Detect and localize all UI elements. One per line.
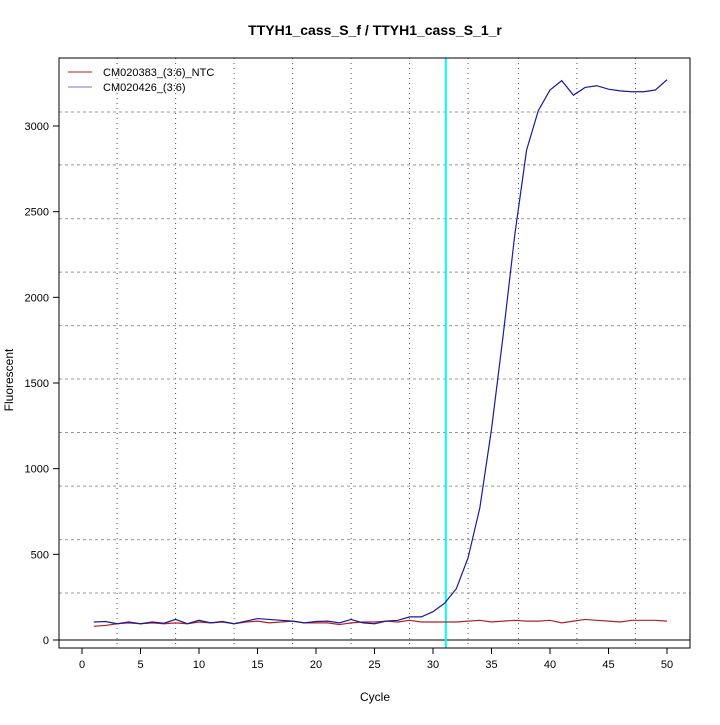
y-tick-label: 2000 [25, 292, 49, 304]
legend: CM020383_(3:6)_NTC CM020426_(3:6) [68, 67, 214, 94]
x-tick-label: 10 [193, 659, 205, 671]
y-tick-label: 3000 [25, 121, 49, 133]
x-tick-label: 5 [137, 659, 143, 671]
plot-frame [58, 57, 691, 649]
x-tick-label: 20 [310, 659, 322, 671]
y-tick-label: 500 [31, 549, 49, 561]
x-tick-label: 30 [427, 659, 439, 671]
x-tick-label: 25 [368, 659, 380, 671]
legend-label-0: CM020383_(3:6)_NTC [103, 67, 214, 79]
x-axis-label: Cycle [360, 690, 390, 704]
x-tick-label: 0 [79, 659, 85, 671]
axes: 0 5 10 15 20 25 30 35 40 45 5005001000150020002500… [25, 121, 674, 671]
y-tick-label: 2500 [25, 207, 49, 219]
y-axis-label: Fluorescent [2, 348, 16, 411]
x-tick-label: 35 [485, 659, 497, 671]
x-tick-label: 15 [251, 659, 263, 671]
y-tick-label: 1000 [25, 464, 49, 476]
chart-title: TTYH1_cass_S_f / TTYH1_cass_S_1_r [248, 22, 502, 38]
legend-label-1: CM020426_(3:6) [103, 82, 186, 94]
series-line-1 [93, 79, 668, 625]
x-tick-label: 50 [661, 659, 673, 671]
y-tick-label: 0 [43, 635, 49, 647]
x-tick-label: 40 [544, 659, 556, 671]
grid [59, 58, 690, 648]
series-group [93, 79, 668, 627]
x-tick-label: 45 [602, 659, 614, 671]
y-tick-label: 1500 [25, 378, 49, 390]
